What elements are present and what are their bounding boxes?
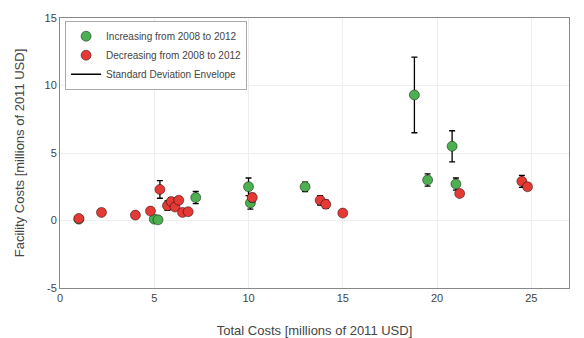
svg-text:Facility Costs [millions of 20: Facility Costs [millions of 2011 USD] — [12, 49, 27, 258]
svg-text:15: 15 — [45, 12, 57, 24]
svg-text:20: 20 — [431, 292, 443, 304]
svg-text:5: 5 — [151, 292, 157, 304]
svg-text:10: 10 — [242, 292, 254, 304]
svg-text:10: 10 — [45, 79, 57, 91]
svg-text:0: 0 — [57, 292, 63, 304]
svg-text:Standard Deviation Envelope: Standard Deviation Envelope — [106, 69, 236, 80]
svg-text:5: 5 — [51, 147, 57, 159]
svg-text:Total Costs [millions of 2011: Total Costs [millions of 2011 USD] — [217, 323, 413, 338]
svg-text:Increasing from 2008 to 2012: Increasing from 2008 to 2012 — [106, 31, 237, 42]
svg-text:15: 15 — [337, 292, 349, 304]
svg-text:0: 0 — [51, 214, 57, 226]
svg-text:-5: -5 — [47, 282, 57, 294]
svg-text:Decreasing from 2008 to 2012: Decreasing from 2008 to 2012 — [106, 50, 241, 61]
svg-text:25: 25 — [525, 292, 537, 304]
